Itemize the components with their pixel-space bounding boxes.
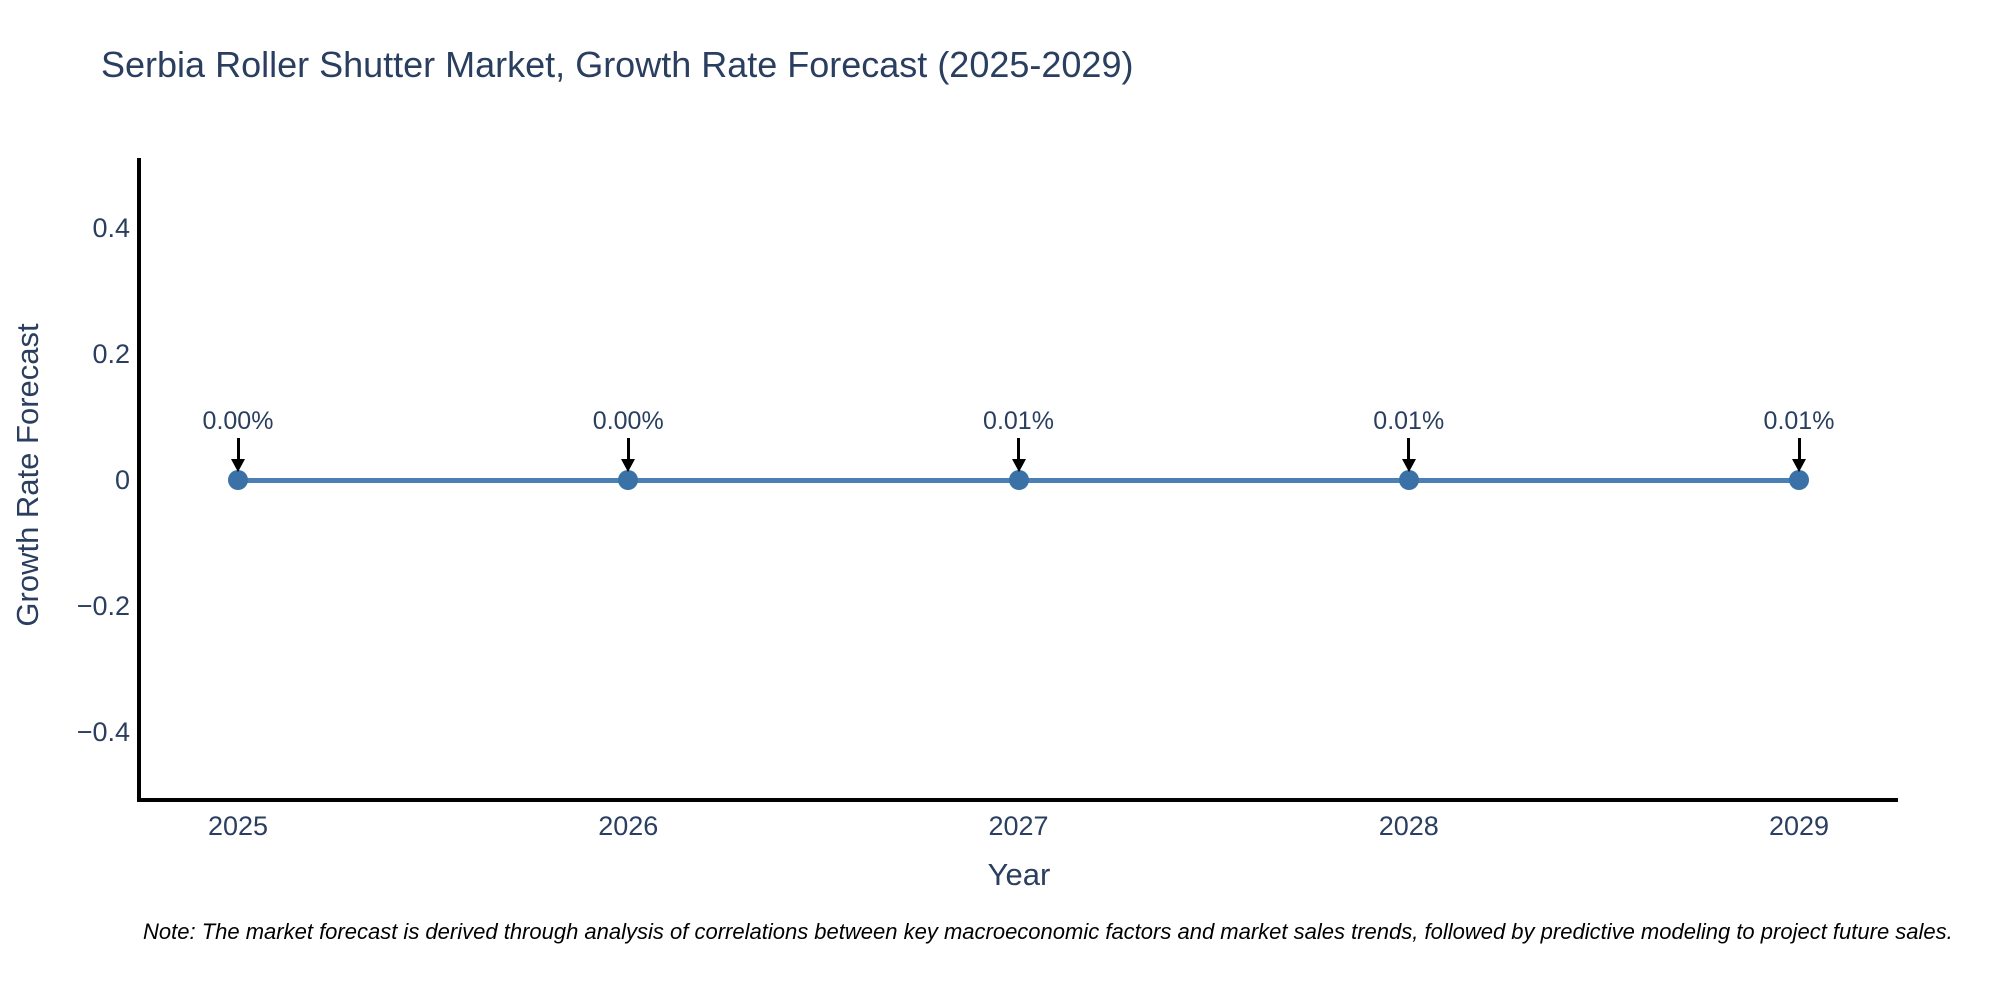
annotation-arrow-head-icon bbox=[1401, 459, 1416, 472]
y-tick-label: 0.2 bbox=[92, 339, 130, 369]
x-axis-line bbox=[137, 798, 1898, 802]
y-axis-line bbox=[137, 158, 141, 802]
point-value-label: 0.00% bbox=[592, 407, 664, 435]
x-tick-label: 2025 bbox=[207, 811, 269, 841]
data-point-marker bbox=[228, 470, 248, 490]
x-tick-label: 2027 bbox=[988, 811, 1049, 841]
point-value-label: 0.01% bbox=[1373, 407, 1445, 435]
annotation-arrow-head-icon bbox=[621, 459, 636, 472]
annotation-arrow-shaft bbox=[1797, 438, 1801, 460]
annotation-arrow-shaft bbox=[626, 438, 630, 460]
point-value-label: 0.01% bbox=[1763, 407, 1835, 435]
data-point-marker bbox=[1008, 469, 1029, 490]
x-tick-label: 2028 bbox=[1378, 811, 1439, 841]
data-point-marker bbox=[618, 470, 639, 490]
point-value-label: 0.00% bbox=[202, 407, 274, 435]
annotation-arrow-head-icon bbox=[231, 459, 245, 472]
footnote: Note: The market forecast is derived thr… bbox=[143, 919, 1953, 944]
annotation-arrow-shaft bbox=[236, 438, 240, 460]
annotation-arrow-shaft bbox=[1017, 438, 1020, 460]
y-tick-label: 0 bbox=[114, 465, 130, 495]
x-tick-label: 2026 bbox=[598, 811, 659, 841]
y-tick-label: −0.2 bbox=[76, 591, 130, 621]
x-axis-title: Year bbox=[987, 857, 1051, 892]
point-value-label: 0.01% bbox=[983, 407, 1054, 435]
annotation-arrow-head-icon bbox=[1792, 459, 1806, 472]
data-point-marker bbox=[1398, 469, 1419, 490]
annotation-arrow-shaft bbox=[1407, 438, 1411, 460]
y-tick-label: 0.4 bbox=[92, 213, 130, 243]
chart-title: Serbia Roller Shutter Market, Growth Rat… bbox=[101, 44, 1134, 85]
annotation-arrow-head-icon bbox=[1011, 459, 1026, 472]
data-point-marker bbox=[1789, 469, 1809, 490]
x-tick-label: 2029 bbox=[1768, 811, 1830, 841]
y-tick-label: −0.4 bbox=[76, 717, 130, 747]
